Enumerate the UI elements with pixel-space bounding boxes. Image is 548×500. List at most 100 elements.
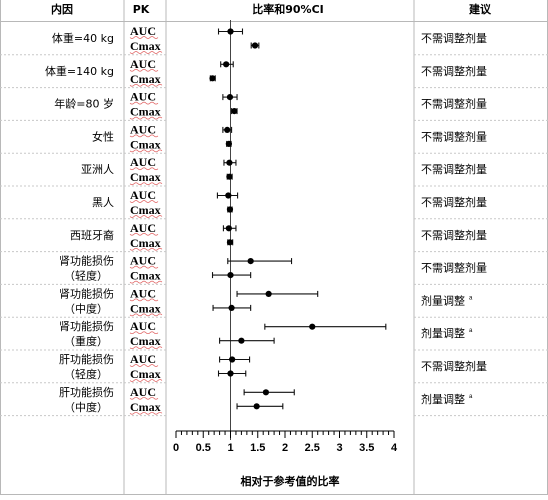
spellcheck-underline bbox=[129, 167, 159, 171]
recommendation-text: 不需调整剂量 bbox=[421, 64, 487, 78]
x-axis-title: 相对于参考值的比率 bbox=[241, 474, 340, 488]
pk-auc-label: AUC bbox=[130, 24, 156, 38]
spellcheck-underline bbox=[129, 149, 163, 153]
pk-cmax-label: Cmax bbox=[130, 72, 161, 86]
group-label: 西班牙裔 bbox=[70, 228, 114, 242]
pk-auc-label: AUC bbox=[130, 254, 156, 268]
x-tick-label: 1 bbox=[227, 442, 233, 454]
header-group-label: 内因 bbox=[51, 2, 73, 16]
point-estimate-auc bbox=[223, 61, 230, 68]
recommendation-text: 不需调整剂量 bbox=[421, 31, 487, 45]
recommendation-text: 不需调整剂量 bbox=[421, 359, 487, 373]
spellcheck-underline bbox=[129, 313, 163, 317]
point-estimate-auc bbox=[262, 389, 270, 396]
spellcheck-underline bbox=[129, 36, 159, 39]
group-label: 女性 bbox=[92, 129, 114, 143]
group-label: 年龄=80 岁 bbox=[54, 97, 114, 111]
spellcheck-underline bbox=[129, 83, 163, 87]
recommendation-text: 不需调整剂量 bbox=[421, 195, 487, 209]
point-estimate-cmax bbox=[228, 304, 235, 311]
pk-auc-label: AUC bbox=[130, 188, 156, 202]
point-estimate-auc bbox=[225, 192, 232, 199]
group-label: 体重=40 kg bbox=[52, 31, 114, 45]
point-estimate-cmax bbox=[253, 403, 260, 410]
pk-cmax-label: Cmax bbox=[130, 39, 161, 53]
point-estimate-cmax bbox=[238, 337, 245, 344]
recommendation-text: 剂量调整 bbox=[421, 392, 465, 406]
recommendation-superscript: a bbox=[469, 295, 473, 301]
recommendation-text: 不需调整剂量 bbox=[421, 162, 487, 176]
point-estimate-cmax bbox=[226, 239, 234, 246]
point-estimate-auc bbox=[229, 356, 236, 363]
pk-cmax-label: Cmax bbox=[130, 334, 161, 348]
spellcheck-underline bbox=[129, 247, 163, 251]
header-pk-label: PK bbox=[133, 3, 150, 16]
point-estimate-auc bbox=[227, 28, 234, 35]
pk-cmax-label: Cmax bbox=[130, 170, 161, 184]
spellcheck-underline bbox=[129, 396, 159, 400]
group-label: 黑人 bbox=[92, 196, 114, 209]
spellcheck-underline bbox=[129, 331, 159, 335]
pk-auc-label: AUC bbox=[130, 155, 156, 169]
recommendation-superscript: a bbox=[469, 328, 473, 334]
pk-auc-label: AUC bbox=[130, 90, 156, 104]
spellcheck-underline bbox=[129, 134, 159, 138]
pk-auc-label: AUC bbox=[130, 57, 156, 71]
group-label: 肝功能损伤 bbox=[59, 385, 114, 399]
pk-cmax-label: Cmax bbox=[130, 301, 161, 315]
group-sublabel: （轻度） bbox=[64, 269, 108, 283]
spellcheck-underline bbox=[129, 116, 163, 120]
point-estimate-cmax bbox=[209, 75, 216, 82]
recommendation-text: 不需调整剂量 bbox=[421, 261, 487, 275]
x-tick-label: 3 bbox=[336, 442, 342, 454]
group-label: 肾功能损伤 bbox=[59, 319, 114, 333]
spellcheck-underline bbox=[129, 364, 159, 367]
point-estimate-auc bbox=[224, 126, 231, 133]
point-estimate-auc bbox=[226, 94, 234, 101]
x-tick-label: 0 bbox=[173, 442, 179, 454]
group-sublabel: （中度） bbox=[64, 400, 108, 414]
recommendation-superscript: a bbox=[469, 394, 473, 400]
pk-auc-label: AUC bbox=[130, 385, 156, 399]
point-estimate-cmax bbox=[231, 108, 238, 115]
point-estimate-cmax bbox=[227, 370, 234, 377]
pk-auc-label: AUC bbox=[130, 122, 156, 136]
x-tick-label: 2.5 bbox=[305, 442, 320, 454]
group-label: 肾功能损伤 bbox=[59, 254, 114, 268]
point-estimate-auc bbox=[265, 290, 272, 297]
group-label: 体重=140 kg bbox=[45, 64, 114, 78]
pk-cmax-label: Cmax bbox=[130, 269, 161, 283]
pk-cmax-label: Cmax bbox=[130, 203, 161, 217]
point-estimate-auc bbox=[226, 159, 233, 166]
x-tick-label: 1.5 bbox=[250, 442, 265, 454]
point-estimate-cmax bbox=[226, 206, 234, 213]
spellcheck-underline bbox=[129, 265, 159, 269]
header-recommendation-label: 建议 bbox=[469, 2, 492, 16]
spellcheck-underline bbox=[129, 182, 163, 186]
spellcheck-underline bbox=[129, 200, 159, 203]
pk-auc-label: AUC bbox=[130, 286, 156, 300]
pk-cmax-label: Cmax bbox=[130, 367, 161, 381]
spellcheck-underline bbox=[129, 101, 159, 105]
spellcheck-underline bbox=[129, 280, 163, 284]
recommendation-text: 不需调整剂量 bbox=[421, 228, 487, 242]
point-estimate-auc bbox=[225, 225, 232, 232]
point-estimate-cmax bbox=[225, 140, 232, 147]
group-sublabel: （重度） bbox=[64, 334, 108, 348]
pk-cmax-label: Cmax bbox=[130, 137, 161, 151]
pk-cmax-label: Cmax bbox=[130, 105, 161, 119]
group-sublabel: （中度） bbox=[64, 301, 108, 315]
spellcheck-underline bbox=[129, 51, 163, 54]
spellcheck-underline bbox=[129, 232, 159, 236]
point-estimate-cmax bbox=[226, 173, 233, 180]
header-ratio-label: 比率和90%CI bbox=[252, 2, 324, 16]
recommendation-text: 不需调整剂量 bbox=[421, 97, 487, 111]
pk-cmax-label: Cmax bbox=[130, 400, 161, 414]
point-estimate-cmax bbox=[251, 42, 259, 49]
recommendation-text: 剂量调整 bbox=[421, 293, 465, 307]
point-estimate-auc bbox=[247, 258, 254, 265]
pk-auc-label: AUC bbox=[130, 221, 156, 235]
point-estimate-cmax bbox=[227, 272, 234, 279]
